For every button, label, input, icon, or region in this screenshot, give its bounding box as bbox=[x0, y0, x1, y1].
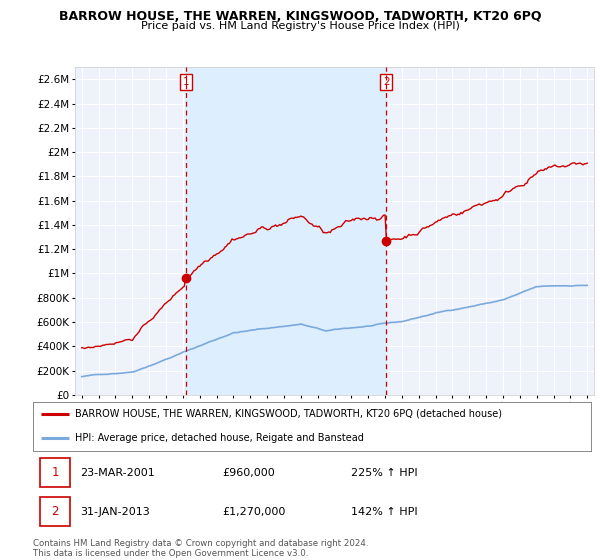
Bar bbox=[186, 67, 386, 395]
Text: BARROW HOUSE, THE WARREN, KINGSWOOD, TADWORTH, KT20 6PQ: BARROW HOUSE, THE WARREN, KINGSWOOD, TAD… bbox=[59, 10, 541, 22]
Text: Price paid vs. HM Land Registry's House Price Index (HPI): Price paid vs. HM Land Registry's House … bbox=[140, 21, 460, 31]
Text: Contains HM Land Registry data © Crown copyright and database right 2024.
This d: Contains HM Land Registry data © Crown c… bbox=[33, 539, 368, 558]
Text: BARROW HOUSE, THE WARREN, KINGSWOOD, TADWORTH, KT20 6PQ (detached house): BARROW HOUSE, THE WARREN, KINGSWOOD, TAD… bbox=[75, 409, 502, 419]
FancyBboxPatch shape bbox=[40, 497, 70, 526]
Text: 1: 1 bbox=[183, 77, 190, 87]
Text: £960,000: £960,000 bbox=[223, 468, 275, 478]
Text: 1: 1 bbox=[51, 466, 59, 479]
Text: 2: 2 bbox=[51, 505, 59, 519]
Text: £1,270,000: £1,270,000 bbox=[223, 507, 286, 517]
Text: 2: 2 bbox=[383, 77, 390, 87]
FancyBboxPatch shape bbox=[40, 458, 70, 487]
Text: 225% ↑ HPI: 225% ↑ HPI bbox=[351, 468, 418, 478]
Text: HPI: Average price, detached house, Reigate and Banstead: HPI: Average price, detached house, Reig… bbox=[75, 433, 364, 444]
Text: 31-JAN-2013: 31-JAN-2013 bbox=[80, 507, 150, 517]
Text: 23-MAR-2001: 23-MAR-2001 bbox=[80, 468, 155, 478]
Text: 142% ↑ HPI: 142% ↑ HPI bbox=[351, 507, 418, 517]
